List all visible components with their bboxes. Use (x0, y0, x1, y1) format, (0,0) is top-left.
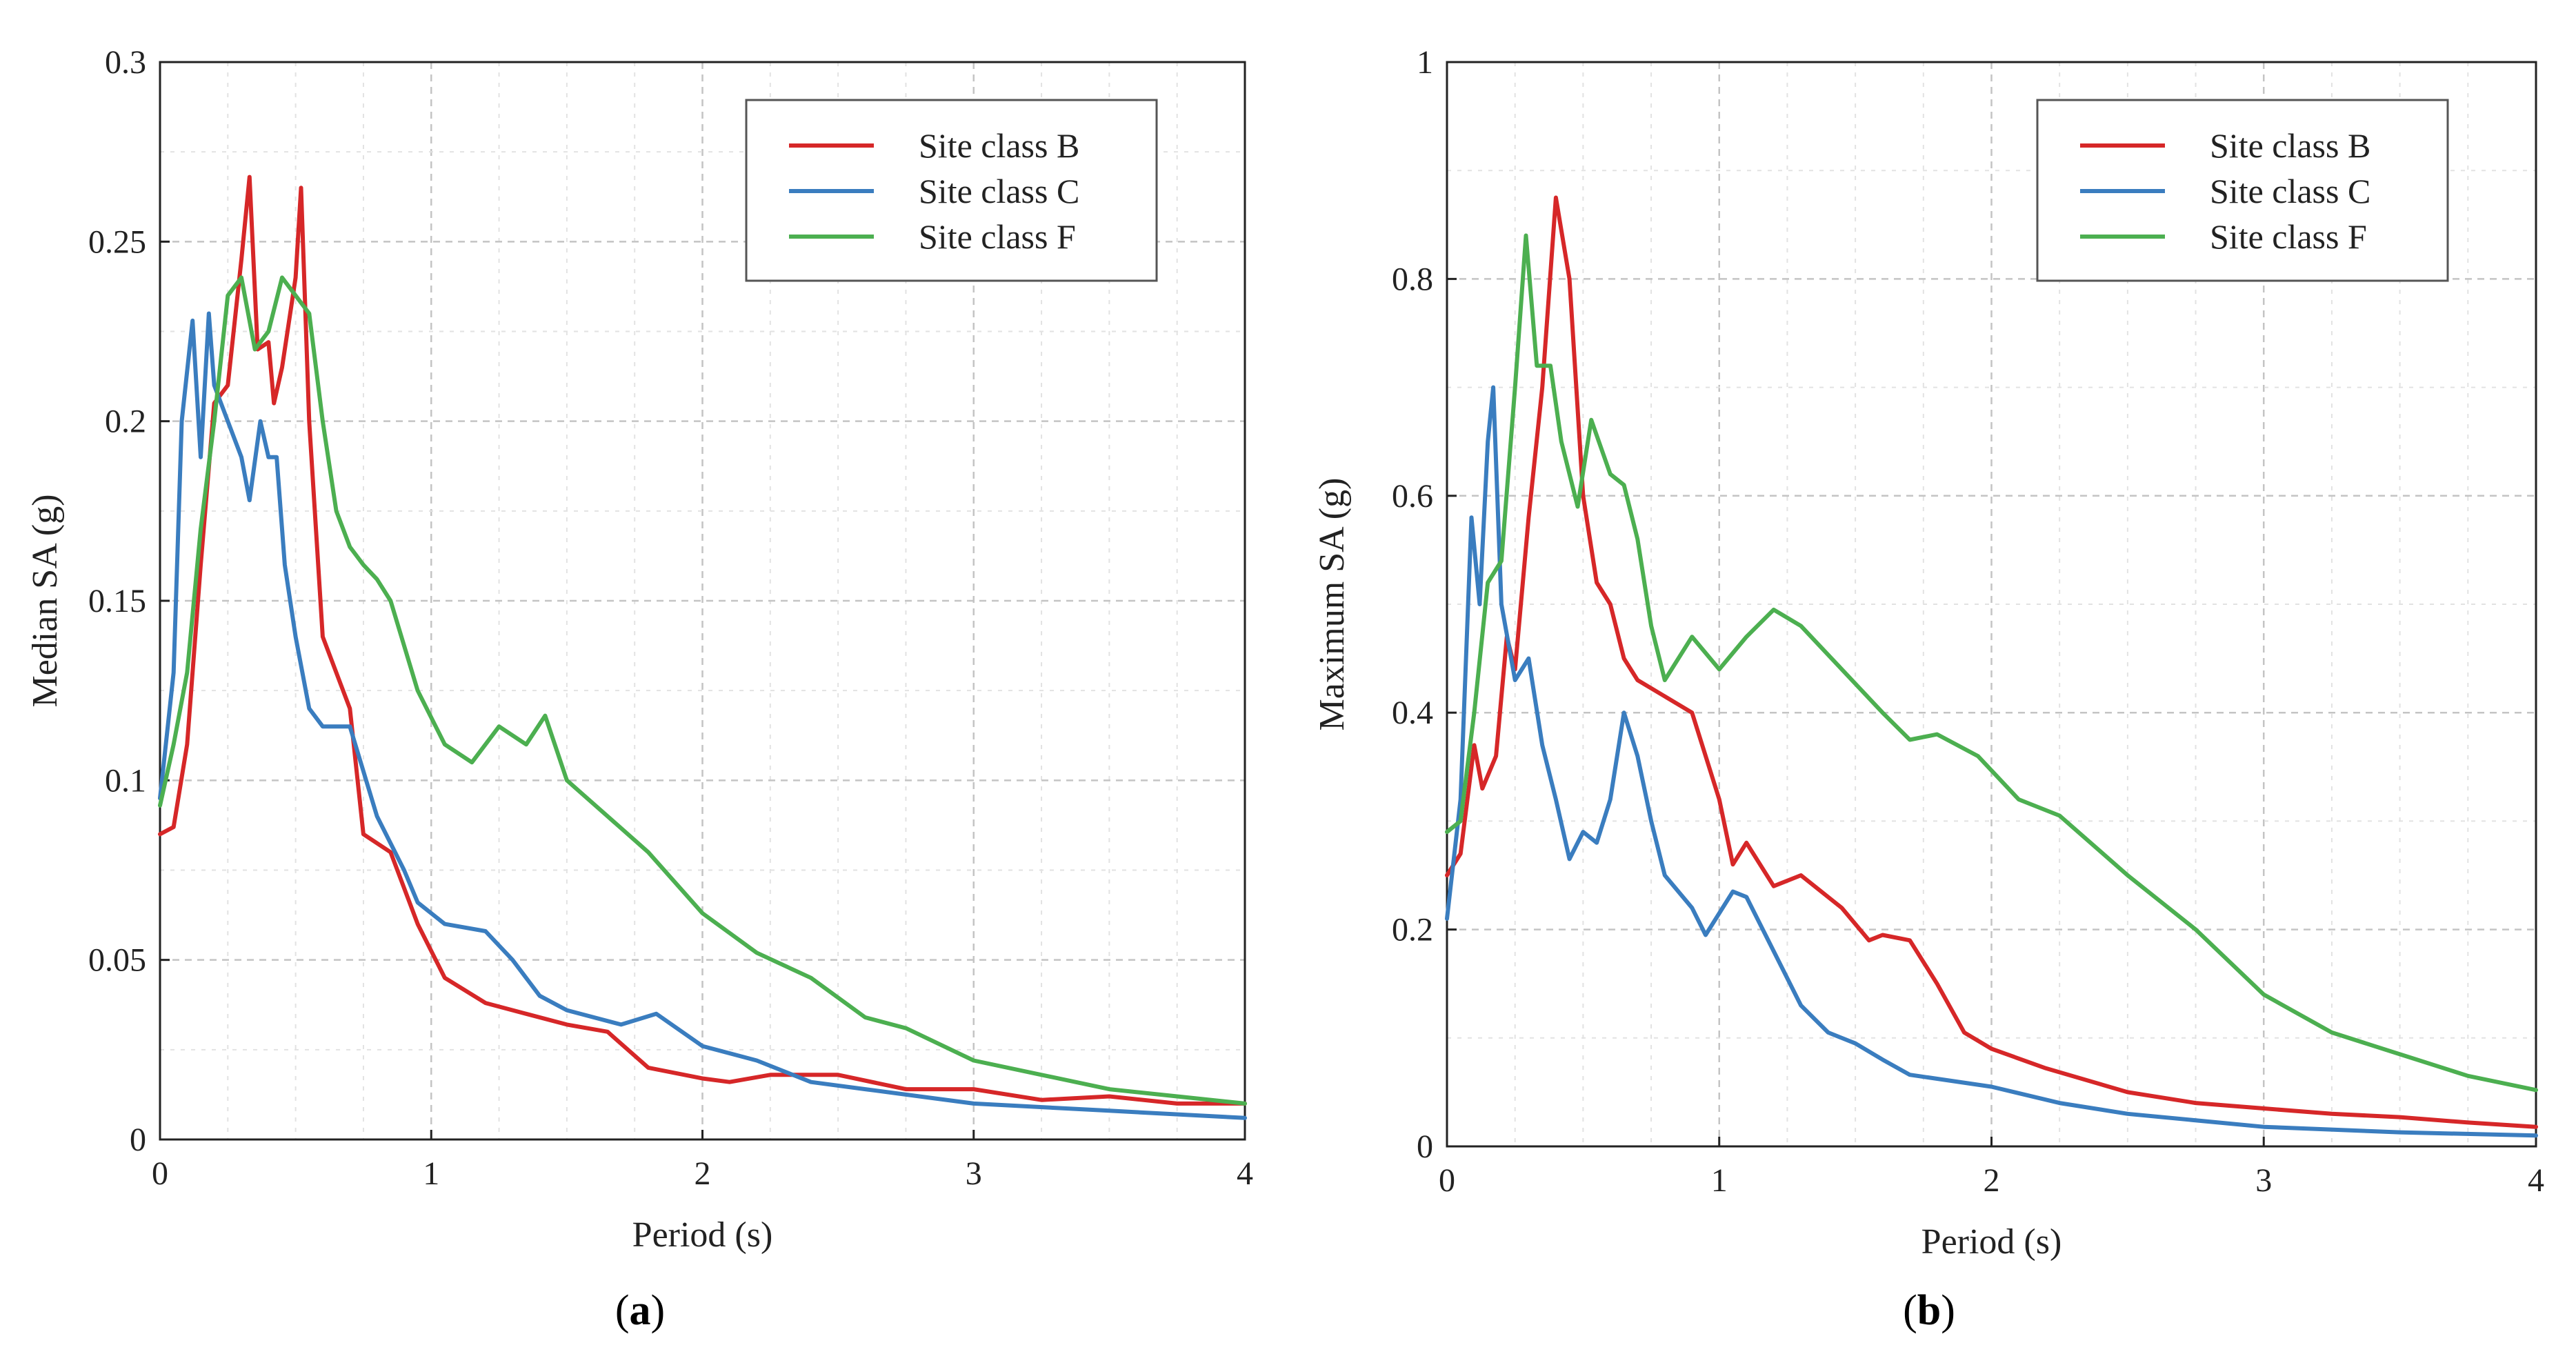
x-axis-label: Period (s) (1921, 1222, 2062, 1262)
y-axis-label: Maximum SA (g) (1312, 478, 1352, 731)
legend-label: Site class C (2210, 172, 2370, 210)
x-tick-label: 2 (695, 1155, 711, 1192)
y-tick-label: 0 (130, 1122, 146, 1158)
series-line-site-class-c (158, 311, 1247, 1120)
x-tick-label: 2 (1984, 1162, 2000, 1199)
panel-caption-b-letter: b (1917, 1287, 1941, 1334)
y-tick-label: 0.2 (1392, 912, 1433, 948)
legend-box (745, 99, 1158, 282)
y-tick-label: 0.25 (88, 223, 146, 260)
x-tick-label: 1 (1711, 1162, 1728, 1199)
y-tick-label: 0.4 (1392, 695, 1433, 731)
x-tick-label: 0 (1439, 1162, 1455, 1199)
y-tick-label: 0.15 (88, 583, 146, 619)
y-tick-label: 0.2 (105, 404, 146, 440)
x-axis-label: Period (s) (632, 1215, 773, 1255)
legend-label: Site class C (919, 172, 1079, 210)
series-line-site-class-f (158, 275, 1247, 1106)
y-tick-label: 0.1 (105, 762, 146, 799)
y-axis-label: Median SA (g) (26, 494, 65, 707)
series-line-site-class-f (1445, 233, 2538, 1093)
y-tick-label: 0.3 (105, 44, 146, 81)
x-tick-label: 4 (1237, 1155, 1253, 1192)
chart-panel-b: 0 1 2 3 4 0 0.2 0.4 0.6 0.8 1 Period (s) Maximum SA … (1312, 44, 2544, 1262)
y-tick-label: 0.6 (1392, 478, 1433, 515)
legend-label: Site class F (2210, 217, 2367, 256)
y-tick-label: 0.8 (1392, 261, 1433, 297)
panel-caption-a-letter: a (630, 1287, 651, 1334)
x-tick-label: 4 (2528, 1162, 2544, 1199)
panel-caption-b: (b) (1903, 1287, 1955, 1334)
y-tick-label: 0.05 (88, 942, 146, 979)
y-tick-label: 1 (1417, 44, 1433, 81)
legend-label: Site class F (919, 217, 1076, 256)
x-tick-label: 1 (423, 1155, 439, 1192)
series-line-site-class-b (1445, 195, 2538, 1129)
x-tick-label: 3 (2255, 1162, 2272, 1199)
y-tick-label: 0 (1417, 1128, 1433, 1165)
legend-label: Site class B (2210, 126, 2370, 165)
x-tick-label: 0 (152, 1155, 168, 1192)
series-line-site-class-c (1445, 385, 2538, 1138)
x-tick-label: 3 (966, 1155, 982, 1192)
panel-caption-a: (a) (615, 1287, 665, 1334)
legend-label: Site class B (919, 126, 1079, 165)
chart-panel-a: 0 1 2 3 4 0 0.05 0.1 0.15 0.2 0.25 0.3 Period (s) Med… (26, 44, 1253, 1255)
